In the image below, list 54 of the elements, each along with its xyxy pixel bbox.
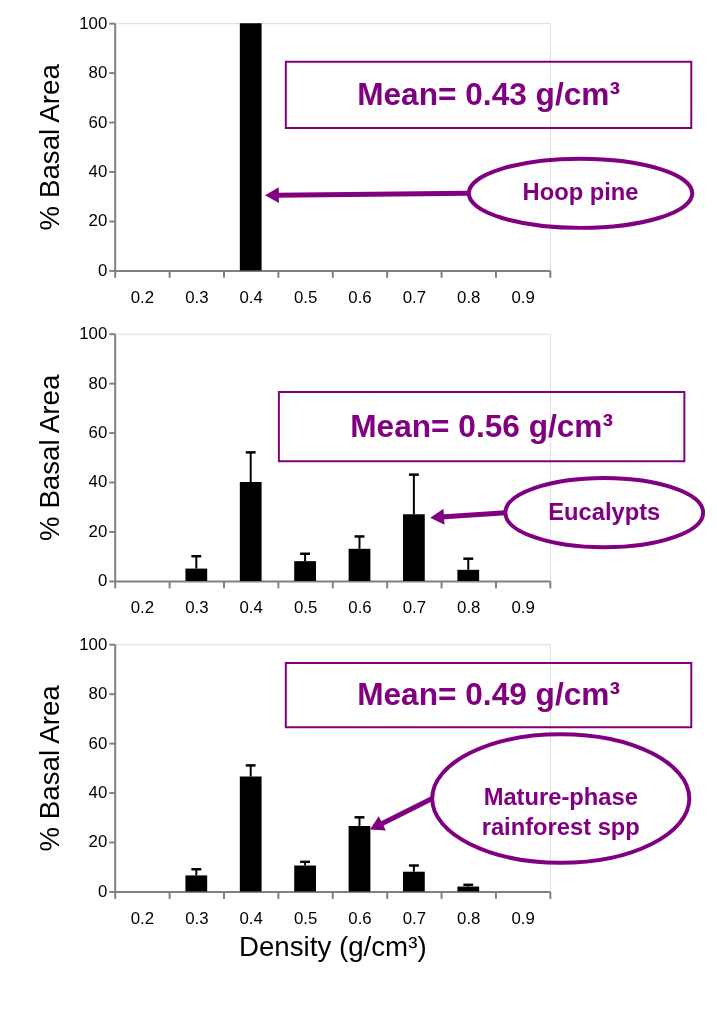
x-tick-label: 0.8 (457, 598, 481, 618)
x-tick-label: 0.5 (293, 287, 318, 307)
annotation: Mean= 0.56 g/cm³ (350, 407, 614, 444)
x-tick-label: 0.8 (457, 287, 481, 307)
y-tick-label: 60 (88, 733, 108, 753)
x-tick-label: 0.3 (185, 287, 209, 307)
y-axis-title: % Basal Area (34, 63, 66, 231)
y-tick-label: 80 (88, 63, 108, 83)
y-tick-label: 60 (88, 112, 108, 132)
y-tick-label: 100 (79, 13, 108, 33)
annotation: Mean= 0.49 g/cm³ (357, 676, 620, 713)
x-tick-label: 0.6 (348, 908, 372, 928)
annotation: Mean= 0.43 g/cm³ (357, 75, 620, 112)
y-tick-label: 100 (79, 324, 108, 344)
x-tick-label: 0.9 (511, 287, 535, 307)
y-tick-label: 40 (88, 161, 108, 181)
y-tick-label: 20 (88, 211, 108, 231)
y-axis-title: % Basal Area (34, 374, 66, 541)
y-tick-label: 40 (88, 472, 108, 492)
y-tick-label: 80 (88, 373, 108, 393)
bar (294, 865, 316, 892)
x-tick-label: 0.6 (348, 287, 372, 307)
x-tick-label: 0.2 (130, 287, 155, 307)
x-tick-label: 0.3 (185, 598, 209, 618)
annotation: Mature-phase rainforest spp (481, 784, 640, 841)
bar (403, 871, 425, 892)
x-tick-label: 0.7 (402, 287, 427, 307)
y-tick-label: 100 (79, 634, 108, 654)
x-tick-label: 0.9 (511, 908, 535, 928)
x-tick-label: 0.4 (239, 598, 263, 618)
annotation: Hoop pine (522, 179, 639, 206)
x-tick-label: 0.5 (293, 598, 318, 618)
x-tick-label: 0.4 (239, 287, 263, 307)
x-tick-label: 0.7 (402, 908, 427, 928)
y-tick-label: 20 (88, 521, 108, 541)
annotation: Eucalypts (548, 498, 661, 525)
y-tick-label: 60 (88, 423, 108, 443)
y-tick-label: 40 (88, 783, 108, 803)
x-axis-title: Density (g/cm³) (238, 931, 427, 963)
x-tick-label: 0.6 (348, 598, 372, 618)
y-tick-label: 80 (88, 684, 108, 704)
x-tick-label: 0.3 (185, 908, 209, 928)
x-tick-label: 0.7 (402, 598, 427, 618)
x-tick-label: 0.8 (457, 908, 481, 928)
y-axis-title: % Basal Area (34, 684, 66, 852)
x-tick-label: 0.2 (130, 908, 155, 928)
x-tick-label: 0.5 (293, 908, 318, 928)
x-tick-label: 0.2 (130, 598, 155, 618)
y-tick-label: 0 (97, 571, 108, 591)
y-tick-label: 20 (88, 832, 108, 852)
x-tick-label: 0.4 (239, 908, 263, 928)
x-tick-label: 0.9 (511, 598, 535, 618)
y-tick-label: 0 (97, 881, 108, 901)
y-tick-label: 0 (97, 260, 108, 280)
